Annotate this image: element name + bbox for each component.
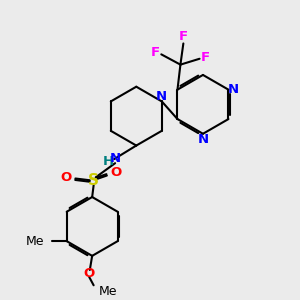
Text: S: S bbox=[88, 173, 99, 188]
Text: N: N bbox=[156, 90, 167, 103]
Text: Me: Me bbox=[26, 235, 45, 248]
Text: F: F bbox=[179, 31, 188, 44]
Text: O: O bbox=[110, 166, 121, 178]
Text: O: O bbox=[60, 171, 71, 184]
Text: O: O bbox=[84, 267, 95, 280]
Text: F: F bbox=[201, 51, 210, 64]
Text: N: N bbox=[228, 82, 239, 96]
Text: N: N bbox=[197, 133, 208, 146]
Text: F: F bbox=[151, 46, 160, 59]
Text: Me: Me bbox=[99, 285, 117, 298]
Text: N: N bbox=[110, 152, 121, 165]
Text: H: H bbox=[103, 155, 114, 168]
